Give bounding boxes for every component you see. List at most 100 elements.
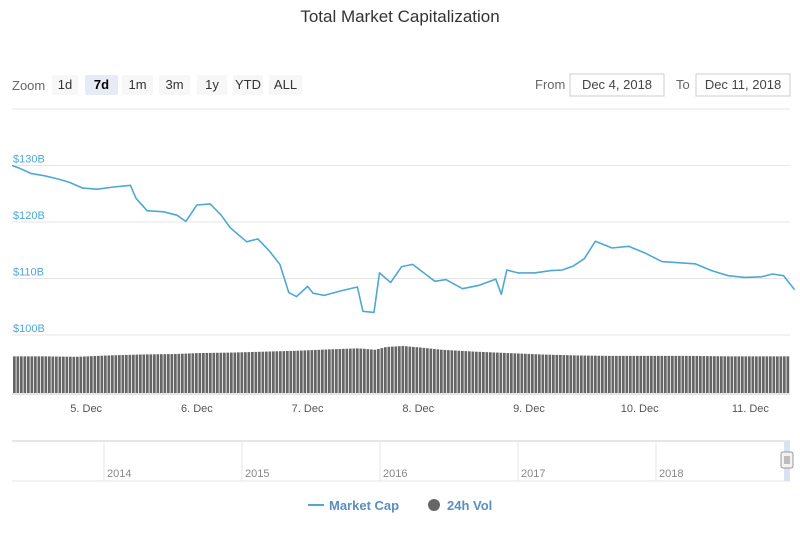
volume-bar [132, 354, 135, 393]
navigator[interactable]: 2014 2015 2016 2017 2018 [12, 440, 794, 482]
volume-bar [608, 355, 611, 393]
volume-bar [268, 351, 272, 393]
zoom-button-all[interactable]: ALL [269, 75, 302, 95]
legend-item-market-cap[interactable]: Market Cap [308, 498, 399, 513]
volume-bar [359, 348, 363, 393]
volume-bar [160, 354, 163, 393]
volume-bar [419, 347, 422, 393]
volume-bar [405, 346, 408, 393]
volume-bar [622, 355, 625, 393]
volume-bar [118, 355, 121, 393]
volume-bar [422, 347, 426, 393]
volume-bar [387, 346, 391, 393]
volume-bar [121, 355, 125, 393]
zoom-button-7d[interactable]: 7d [85, 75, 118, 95]
volume-bar [317, 349, 321, 393]
volume-bar [583, 355, 587, 393]
volume-bar [506, 353, 510, 393]
volume-bar [331, 349, 335, 393]
volume-bar [471, 351, 475, 393]
volume-bar [534, 354, 538, 393]
volume-bar [671, 355, 674, 393]
volume-bar [114, 355, 118, 393]
to-date-input[interactable]: Dec 11, 2018 [695, 73, 791, 97]
volume-bar [16, 356, 20, 393]
volume-bar [559, 354, 562, 393]
volume-bar [415, 347, 419, 393]
volume-bar [524, 353, 527, 393]
volume-bar [555, 354, 559, 393]
volume-bar [468, 351, 471, 393]
volume-bar [751, 356, 755, 393]
volume-bar [240, 352, 244, 393]
volume-bar [58, 356, 62, 393]
volume-bar [412, 346, 415, 393]
zoom-button-1y[interactable]: 1y [197, 75, 227, 95]
volume-bar [520, 353, 524, 393]
volume-bar [660, 355, 664, 393]
navigator-handle[interactable] [780, 451, 794, 469]
volume-bar [681, 355, 685, 393]
zoom-button-3m[interactable]: 3m [159, 75, 190, 95]
volume-bar [174, 354, 177, 393]
volume-bar [307, 350, 310, 393]
volume-bar [566, 355, 569, 393]
volume-bar [65, 356, 69, 393]
volume-bar [457, 350, 461, 393]
market-cap-line[interactable] [11, 164, 796, 314]
volume-bar [408, 346, 412, 393]
volume-bar [618, 355, 622, 393]
volume-bar [461, 350, 464, 393]
volume-bar [576, 355, 580, 393]
navigator-tick-label: 2018 [659, 468, 683, 480]
legend-item-volume[interactable]: 24h Vol [428, 498, 492, 513]
volume-bar [650, 355, 653, 393]
zoom-button-label: YTD [235, 77, 261, 92]
volume-bar [139, 354, 142, 393]
volume-bar [335, 349, 338, 393]
volume-bar [765, 356, 769, 393]
volume-bar [398, 346, 401, 393]
volume-bar [107, 355, 111, 393]
volume-bar [279, 351, 282, 393]
volume-bar [142, 354, 146, 393]
volume-bar [233, 352, 237, 393]
zoom-button-1d[interactable]: 1d [52, 75, 78, 95]
volume-bar [156, 354, 160, 393]
volume-bar [184, 353, 188, 393]
volume-bar [209, 352, 212, 393]
volume-bar [713, 356, 716, 393]
volume-bar [167, 354, 170, 393]
volume-bar [401, 346, 405, 393]
volume-bar [475, 351, 478, 393]
volume-bar [510, 353, 513, 393]
volume-bar [20, 356, 23, 393]
volume-bar [345, 348, 349, 393]
volume-bar [181, 353, 184, 393]
volume-bar [433, 348, 436, 393]
zoom-button-label: 3m [165, 77, 183, 92]
legend-label-volume: 24h Vol [447, 498, 492, 513]
volume-bar [384, 347, 387, 393]
volume-bar [590, 355, 594, 393]
volume-bar [146, 354, 149, 393]
volume-bar [657, 355, 660, 393]
x-tick-label: 8. Dec [402, 403, 434, 415]
volume-bar [338, 348, 342, 393]
volume-bar [695, 355, 699, 393]
volume-bar [762, 356, 765, 393]
zoom-button-1m[interactable]: 1m [122, 75, 153, 95]
volume-bar [125, 354, 128, 393]
volume-bar [356, 348, 359, 393]
legend: Market Cap 24h Vol [308, 498, 492, 513]
volume-bar [72, 356, 76, 393]
from-date-input[interactable]: Dec 4, 2018 [569, 73, 665, 97]
volume-bar [128, 354, 132, 393]
volume-bar [597, 355, 601, 393]
zoom-button-ytd[interactable]: YTD [233, 75, 263, 95]
volume-bar [265, 351, 268, 393]
volume-bar [272, 351, 275, 393]
y-tick-label: $120B [13, 210, 45, 222]
navigator-tick-label: 2016 [383, 468, 407, 480]
